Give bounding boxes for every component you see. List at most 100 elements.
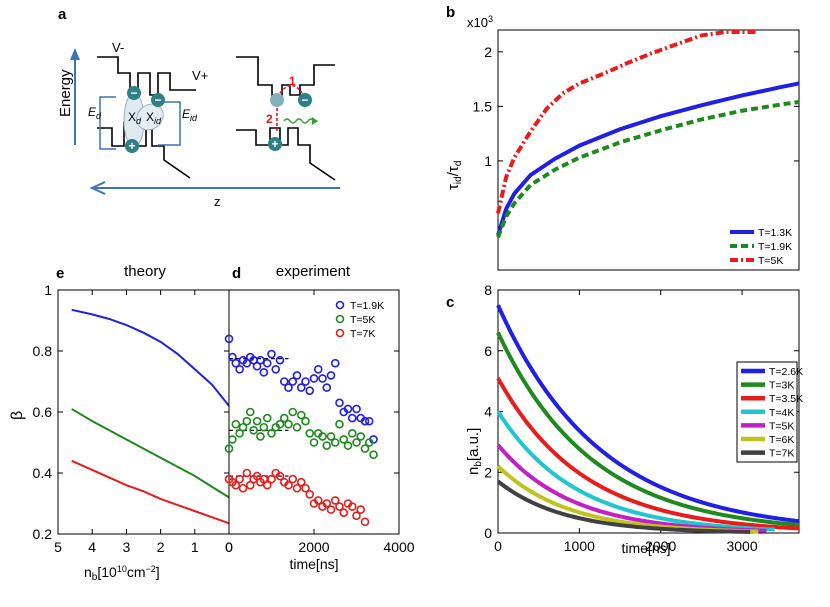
y-tick-label: 0 — [484, 525, 492, 541]
data-point — [292, 483, 302, 493]
legend-label: T=3K — [769, 380, 794, 392]
xid-label: Xid — [146, 110, 162, 126]
x-tick-label: 3000 — [726, 538, 757, 554]
data-point — [238, 483, 248, 493]
data-point — [343, 441, 353, 450]
panel-b-ylabel: τid/τd — [445, 161, 464, 190]
v-plus-label: V+ — [192, 68, 208, 83]
series-line — [496, 377, 800, 531]
legend-label: T=1.9K — [350, 300, 384, 312]
right-valence-band — [236, 127, 336, 181]
energy-arrow-head — [70, 48, 80, 60]
data-point — [238, 422, 248, 432]
data-point — [322, 441, 332, 450]
data-point — [305, 386, 315, 395]
data-point — [360, 416, 370, 426]
x-tick-label: 5 — [54, 539, 62, 555]
data-point — [275, 471, 285, 481]
series-line — [71, 459, 230, 525]
panel-c-xlabel: time[ns] — [621, 540, 670, 556]
panel-e-title: theory — [124, 263, 166, 280]
data-point — [267, 349, 276, 359]
data-point — [288, 377, 298, 386]
data-point — [335, 419, 344, 429]
data-point — [249, 425, 258, 435]
hole-right — [268, 137, 282, 151]
panel-a: a Energy z V- V+ Ed Eid − − + Xd Xid — [57, 6, 340, 209]
data-point — [322, 383, 332, 392]
x-tick-label: 3 — [123, 539, 131, 555]
data-point — [318, 432, 327, 441]
legend-label: T=1.9K — [758, 241, 792, 253]
x-tick-label: 2000 — [645, 538, 676, 554]
data-point — [330, 438, 340, 447]
data-point — [301, 483, 310, 493]
panel-e-series — [71, 308, 230, 525]
legend-marker — [335, 328, 345, 338]
data-point — [252, 416, 262, 426]
panel-b-legend: T=1.3K T=1.9K T=5K — [726, 223, 798, 267]
legend-label: T=4K — [769, 407, 794, 419]
data-point — [259, 422, 269, 432]
series-line — [496, 304, 800, 524]
legend-marker — [335, 300, 345, 310]
data-point — [347, 413, 357, 423]
panel-d-title: experiment — [276, 263, 351, 280]
data-point — [242, 468, 252, 478]
data-point — [352, 511, 361, 521]
data-point — [231, 419, 241, 429]
series-line — [71, 408, 230, 499]
legend-label: T=7K — [769, 448, 794, 460]
legend-marker — [335, 314, 345, 324]
x-tick-label: 2 — [157, 539, 165, 555]
data-point — [224, 334, 234, 344]
data-point — [335, 502, 344, 511]
z-label: z — [214, 194, 221, 209]
data-point — [292, 422, 302, 432]
data-point — [339, 508, 349, 517]
xd-label: Xd — [128, 110, 142, 126]
eid-label: Eid — [182, 107, 198, 123]
data-point — [296, 410, 306, 420]
data-point — [256, 355, 265, 365]
data-point — [296, 477, 306, 487]
x-tick-label: 4000 — [383, 539, 414, 555]
data-point — [235, 474, 244, 484]
series-line — [496, 30, 759, 214]
y-tick-label: 1 — [484, 153, 492, 169]
y-tick-label: 0.6 — [33, 404, 53, 420]
panel-d-label: d — [232, 265, 241, 282]
series-line — [496, 100, 800, 239]
panel-e: e theory β nb[1010cm−2] 5 4 3 2 1 0 0.2 0.4 0.6 0… — [9, 263, 233, 583]
data-point — [318, 374, 327, 383]
ed-label: Ed — [88, 105, 102, 121]
data-point — [339, 435, 349, 444]
legend-label: T=3.5K — [769, 393, 803, 405]
step-1-label: 1 — [289, 74, 296, 88]
series-line — [496, 81, 800, 236]
panel-b-multiplier: x103 — [467, 14, 493, 30]
legend-label: T=5K — [350, 314, 375, 326]
data-point — [343, 404, 353, 414]
data-point — [245, 407, 255, 417]
data-point — [360, 444, 370, 453]
right-conduction-band — [236, 56, 335, 96]
data-point — [326, 371, 336, 380]
data-point — [288, 474, 298, 484]
panel-b: b x103 τid/τd 11.52 T=1.3KT=1.9KT=5K — [445, 4, 800, 271]
electron-transferred — [298, 93, 312, 107]
legend-label: T=5K — [769, 420, 794, 432]
panel-e-xlabel: nb[1010cm−2] — [84, 564, 160, 583]
data-point — [284, 383, 293, 392]
data-point — [231, 358, 241, 368]
panel-c: c nb[a.u.] time[ns] 0 1000 2000 3000 0 2 4 6 8 T… — [446, 282, 803, 556]
legend-label: T=1.3K — [758, 227, 792, 239]
y-tick-label: 2 — [484, 464, 492, 480]
panel-c-label: c — [446, 294, 454, 311]
series-line — [496, 410, 775, 532]
panel-e-ylabel: β — [9, 411, 26, 420]
data-point — [259, 368, 269, 377]
data-point — [335, 398, 344, 408]
x-tick-label: 2000 — [298, 539, 329, 555]
data-point — [347, 502, 357, 511]
